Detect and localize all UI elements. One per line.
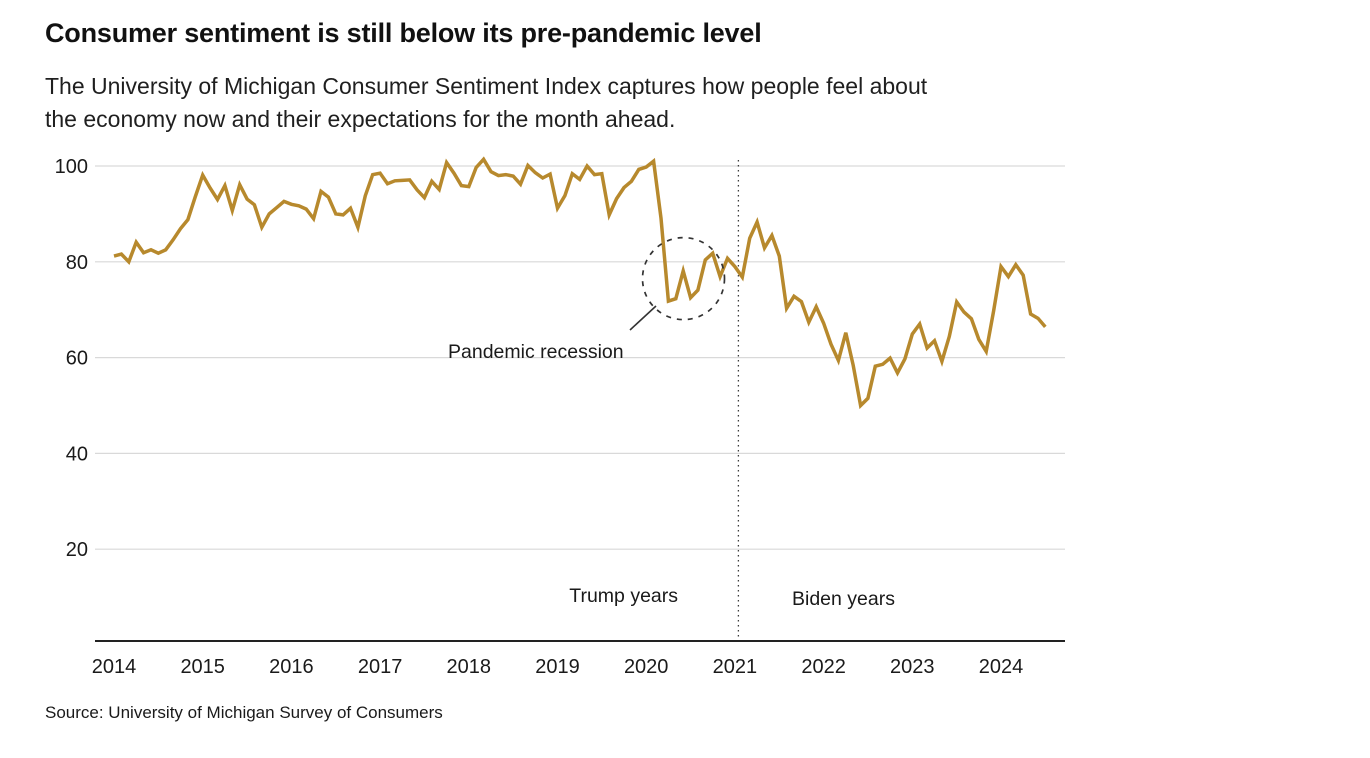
- y-tick-label: 40: [66, 443, 88, 465]
- trump-era-label: Trump years: [569, 585, 678, 607]
- page-title: Consumer sentiment is still below its pr…: [45, 18, 762, 48]
- x-axis-labels: 2014 2015 2016 2017 2018 2019 2020 2021 2022 2023…: [92, 656, 1024, 678]
- subtitle-line-1: The University of Michigan Consumer Sent…: [45, 73, 928, 99]
- x-tick-label: 2014: [92, 656, 137, 678]
- x-tick-label: 2020: [624, 656, 669, 678]
- y-tick-label: 100: [55, 156, 88, 178]
- biden-era-label: Biden years: [792, 588, 895, 610]
- subtitle-line-2: the economy now and their expectations f…: [45, 106, 676, 132]
- x-tick-label: 2019: [535, 656, 580, 678]
- source-credit: Source: University of Michigan Survey of…: [45, 703, 443, 722]
- x-tick-label: 2017: [358, 656, 403, 678]
- pandemic-annotation-label: Pandemic recession: [448, 341, 624, 363]
- sentiment-index-line: [113, 156, 1047, 410]
- y-tick-label: 20: [66, 539, 88, 561]
- x-tick-label: 2015: [180, 656, 225, 678]
- y-tick-label: 80: [66, 252, 88, 274]
- x-tick-label: 2021: [713, 656, 758, 678]
- y-axis-labels: 20 40 60 80 100: [55, 156, 88, 561]
- pandemic-recession-circle: [641, 236, 726, 321]
- chart-subtitle: The University of Michigan Consumer Sent…: [45, 70, 1105, 136]
- x-tick-label: 2024: [979, 656, 1024, 678]
- x-tick-label: 2018: [447, 656, 492, 678]
- gridlines: [95, 165, 1065, 550]
- annotation-leader-line: [629, 305, 657, 331]
- y-tick-label: 60: [66, 348, 88, 370]
- x-tick-label: 2016: [269, 656, 314, 678]
- x-tick-label: 2023: [890, 656, 935, 678]
- x-tick-label: 2022: [801, 656, 846, 678]
